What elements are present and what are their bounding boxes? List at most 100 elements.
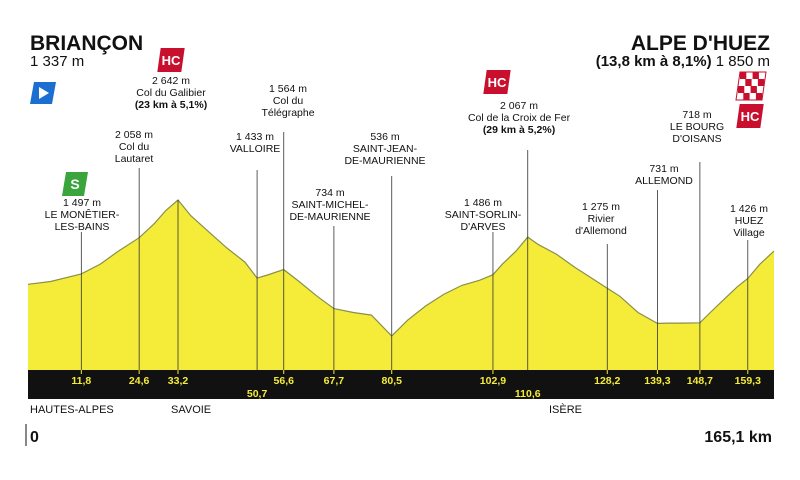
finish-climb: (13,8 km à 8,1%) [595, 53, 712, 70]
waypoint-name: Télégraphe [261, 107, 314, 119]
km-marker-label: 11,8 [71, 375, 91, 387]
waypoint-name: SAINT-JEAN- [353, 143, 418, 155]
km-marker-label: 128,2 [594, 375, 620, 387]
start-flag-icon [30, 82, 56, 104]
sprint-s-icon: S [62, 172, 88, 196]
profile-outline [27, 199, 775, 337]
finish-flag-square [743, 93, 750, 100]
km-marker-label: 159,3 [735, 375, 761, 387]
finish-flag-square [745, 79, 752, 86]
waypoint-name: LE MONÊTIER- [45, 208, 120, 221]
waypoint-name: DE-MAURIENNE [344, 155, 425, 167]
waypoint-altitude: 731 m [649, 163, 678, 175]
waypoint-name: Lautaret [115, 153, 154, 165]
distance-start: 0 [30, 429, 39, 446]
waypoint-name: Col du Galibier [136, 87, 206, 99]
hc-climb-icon: HC [157, 48, 185, 72]
waypoint-name: Col de la Croix de Fer [468, 112, 571, 124]
finish-altitude: 1 850 m [715, 53, 770, 70]
km-marker-label: 139,3 [644, 375, 670, 387]
waypoint-altitude: 1 486 m [464, 197, 502, 209]
profile-area [28, 200, 774, 370]
waypoint-altitude: 1 433 m [236, 131, 274, 143]
waypoint-name: SAINT-MICHEL- [291, 199, 369, 211]
finish-flag-square [752, 72, 759, 79]
hc-climb-icon: HC [736, 104, 764, 128]
start-flag-arrow [39, 87, 49, 99]
waypoint-name: HUEZ [735, 215, 764, 227]
waypoint-name: DE-MAURIENNE [289, 211, 370, 223]
region-hautes-alpes: HAUTES-ALPES [30, 404, 114, 416]
waypoint-name: d'Allemond [575, 225, 627, 237]
finish-flag-square [738, 86, 745, 93]
waypoint-altitude: 2 642 m [152, 75, 190, 87]
waypoint-name: Village [733, 227, 764, 239]
waypoint-altitude: 1 497 m [63, 197, 101, 209]
hc-badge-shape [483, 70, 511, 94]
distance-end: 165,1 km [704, 429, 772, 446]
km-marker-label: 33,2 [168, 375, 189, 387]
waypoint-altitude: 1 275 m [582, 201, 620, 213]
km-marker-label: 56,6 [274, 375, 295, 387]
waypoint-label: 1 497 mLE MONÊTIER-LES-BAINS [45, 197, 120, 233]
waypoint-name: D'ARVES [461, 221, 506, 233]
waypoint-altitude: 1 426 m [730, 203, 768, 215]
waypoint-climb-detail: (23 km à 5,1%) [135, 99, 207, 111]
start-town: BRIANÇON [30, 32, 144, 55]
waypoint-name: Rivier [588, 213, 615, 225]
waypoint-altitude: 2 067 m [500, 100, 538, 112]
waypoint-altitude: 536 m [370, 131, 399, 143]
finish-flag-square [740, 72, 747, 79]
km-marker-label: 148,7 [687, 375, 713, 387]
hc-badge-text: HC [162, 53, 181, 68]
hc-badge-shape [157, 48, 185, 72]
waypoint-name: D'OISANS [672, 133, 721, 145]
start-altitude: 1 337 m [30, 53, 85, 70]
km-marker-label: 24,6 [129, 375, 150, 387]
hc-badge-text: HC [741, 109, 760, 124]
checkered-flag-icon [735, 71, 767, 101]
waypoint-name: LE BOURG [670, 121, 724, 133]
waypoint-altitude: 718 m [682, 109, 711, 121]
km-marker-label: 67,7 [324, 375, 345, 387]
finish-flag-square [750, 86, 757, 93]
waypoint-name: VALLOIRE [230, 143, 281, 155]
waypoint-name: ALLEMOND [635, 175, 693, 187]
km-marker-label: 110,6 [515, 388, 541, 400]
hc-climb-icon: HC [483, 70, 511, 94]
region-isere: ISÈRE [549, 404, 583, 416]
km-marker-label: 102,9 [480, 375, 506, 387]
waypoint-altitude: 1 564 m [269, 83, 307, 95]
km-marker-label: 50,7 [247, 388, 268, 400]
waypoint-name: SAINT-SORLIN- [445, 209, 522, 221]
hc-badge-shape [736, 104, 764, 128]
region-savoie: SAVOIE [171, 404, 212, 416]
finish-town: ALPE D'HUEZ [630, 32, 770, 55]
waypoint-climb-detail: (29 km à 5,2%) [483, 124, 555, 136]
finish-flag-square [757, 79, 765, 86]
km-marker-label: 80,5 [382, 375, 403, 387]
finish-details: (13,8 km à 8,1%) 1 850 m [596, 54, 770, 69]
sprint-badge-shape [62, 172, 88, 196]
waypoint-altitude: 2 058 m [115, 129, 153, 141]
km-band [28, 370, 774, 399]
finish-flag-square [755, 93, 763, 100]
waypoint-name: Col du [119, 141, 150, 153]
sprint-badge-text: S [70, 176, 79, 192]
waypoint-altitude: 734 m [315, 187, 344, 199]
waypoint-name: Col du [273, 95, 304, 107]
